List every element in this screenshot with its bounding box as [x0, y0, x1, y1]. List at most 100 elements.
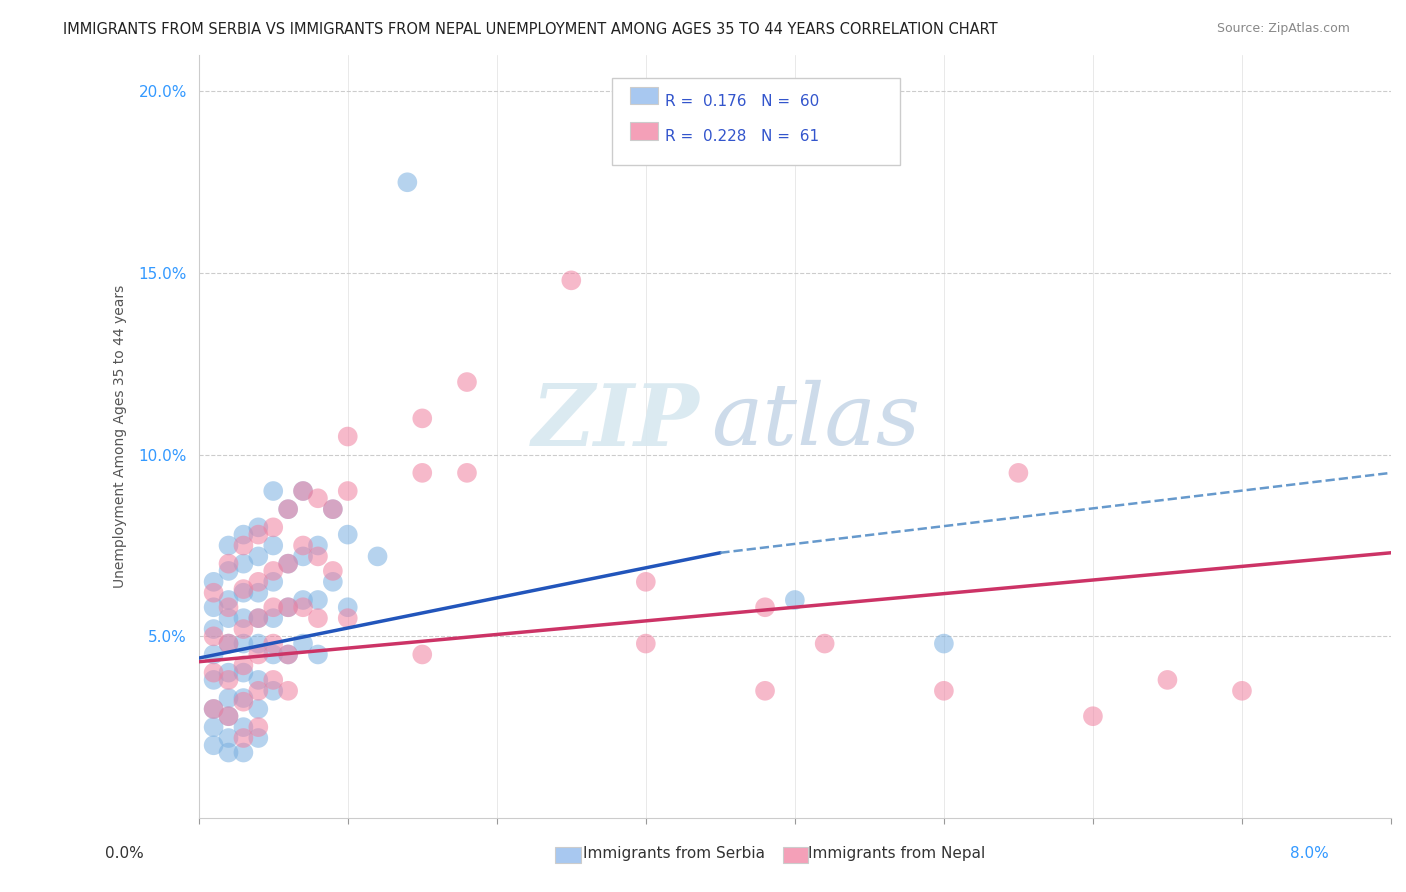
Point: [754, 600, 776, 615]
Point: [277, 557, 299, 571]
Point: [322, 502, 344, 516]
Text: IMMIGRANTS FROM SERBIA VS IMMIGRANTS FROM NEPAL UNEMPLOYMENT AMONG AGES 35 TO 44: IMMIGRANTS FROM SERBIA VS IMMIGRANTS FRO…: [63, 22, 998, 37]
Point: [202, 665, 225, 680]
Point: [277, 557, 299, 571]
Point: [247, 585, 270, 599]
Point: [336, 483, 359, 498]
Point: [218, 539, 240, 553]
Point: [292, 539, 315, 553]
Point: [277, 600, 299, 615]
Point: [262, 636, 284, 650]
Point: [247, 574, 270, 589]
Point: [292, 549, 315, 564]
Point: [218, 746, 240, 760]
Point: [292, 593, 315, 607]
Point: [262, 539, 284, 553]
Point: [1007, 466, 1029, 480]
Point: [277, 502, 299, 516]
Point: [292, 636, 315, 650]
Point: [277, 600, 299, 615]
Point: [232, 665, 254, 680]
Point: [232, 746, 254, 760]
Point: [232, 611, 254, 625]
Point: [218, 611, 240, 625]
Point: [202, 600, 225, 615]
Point: [336, 611, 359, 625]
Point: [232, 585, 254, 599]
Point: [202, 622, 225, 636]
Point: [292, 600, 315, 615]
Point: [411, 466, 433, 480]
Point: [307, 593, 329, 607]
Point: [232, 582, 254, 596]
Point: [218, 691, 240, 706]
Point: [1156, 673, 1178, 687]
Point: [247, 611, 270, 625]
Point: [307, 539, 329, 553]
Point: [218, 665, 240, 680]
Point: [202, 739, 225, 753]
Point: [202, 720, 225, 734]
Point: [262, 574, 284, 589]
Text: ZIP: ZIP: [531, 379, 699, 463]
Point: [783, 593, 806, 607]
Point: [202, 585, 225, 599]
Point: [292, 483, 315, 498]
Text: 0.0%: 0.0%: [105, 847, 145, 861]
Point: [232, 539, 254, 553]
Point: [411, 648, 433, 662]
Point: [218, 709, 240, 723]
Point: [218, 593, 240, 607]
Point: [247, 527, 270, 541]
Point: [277, 683, 299, 698]
Point: [202, 673, 225, 687]
Point: [232, 731, 254, 745]
Point: [322, 564, 344, 578]
Point: [336, 527, 359, 541]
Point: [367, 549, 389, 564]
Point: [262, 648, 284, 662]
Point: [1230, 683, 1253, 698]
Point: [277, 648, 299, 662]
Point: [247, 683, 270, 698]
Point: [232, 527, 254, 541]
Point: [396, 175, 419, 189]
Point: [247, 673, 270, 687]
Point: [307, 648, 329, 662]
Point: [307, 611, 329, 625]
Point: [814, 636, 837, 650]
Point: [322, 502, 344, 516]
Point: [560, 273, 582, 287]
Point: [292, 483, 315, 498]
Point: [232, 658, 254, 673]
Text: 8.0%: 8.0%: [1289, 847, 1329, 861]
Text: R =  0.228   N =  61: R = 0.228 N = 61: [665, 129, 820, 145]
Point: [232, 622, 254, 636]
Text: Source: ZipAtlas.com: Source: ZipAtlas.com: [1216, 22, 1350, 36]
Point: [1081, 709, 1104, 723]
Point: [456, 375, 478, 389]
Point: [202, 574, 225, 589]
Point: [218, 731, 240, 745]
Text: R =  0.176   N =  60: R = 0.176 N = 60: [665, 94, 820, 109]
Text: Immigrants from Nepal: Immigrants from Nepal: [808, 847, 986, 861]
Point: [336, 600, 359, 615]
Point: [218, 673, 240, 687]
Point: [232, 691, 254, 706]
Point: [218, 557, 240, 571]
Point: [247, 731, 270, 745]
Point: [247, 648, 270, 662]
Point: [456, 466, 478, 480]
Point: [232, 695, 254, 709]
Point: [411, 411, 433, 425]
Point: [277, 502, 299, 516]
Point: [262, 564, 284, 578]
Point: [218, 636, 240, 650]
Point: [247, 611, 270, 625]
Point: [307, 491, 329, 506]
Point: [754, 683, 776, 698]
Point: [218, 709, 240, 723]
Point: [202, 648, 225, 662]
Point: [247, 549, 270, 564]
Text: atlas: atlas: [711, 380, 921, 463]
